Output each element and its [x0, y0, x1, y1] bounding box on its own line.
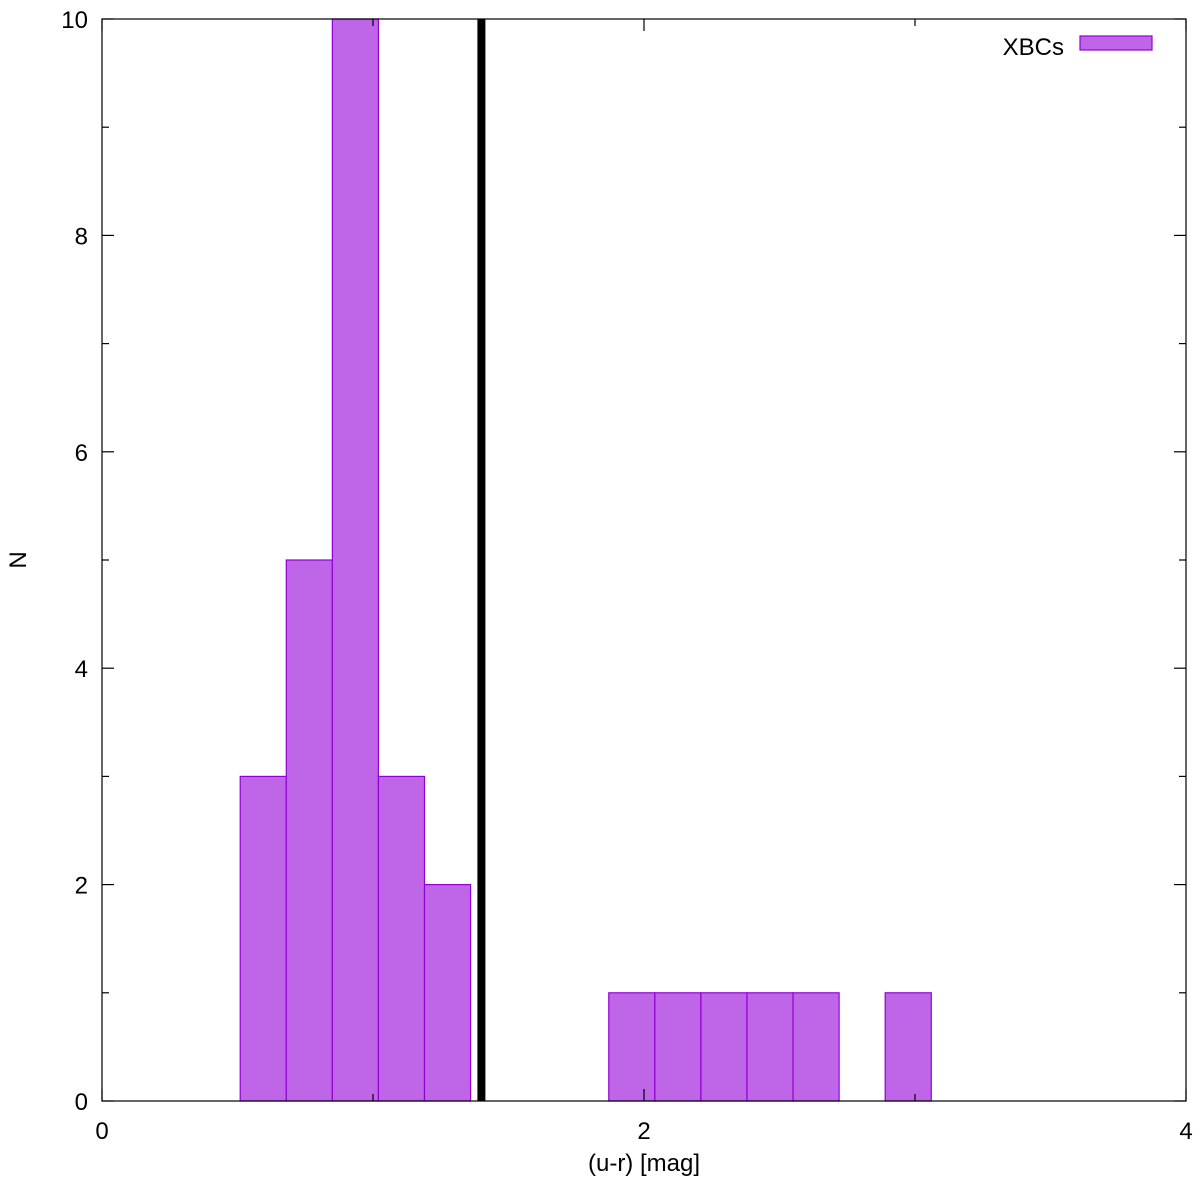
legend-swatch — [1079, 35, 1153, 51]
histogram-bar — [746, 992, 794, 1102]
y-tick-label: 4 — [75, 656, 88, 683]
histogram-bar — [239, 775, 287, 1102]
y-tick-label: 2 — [75, 873, 88, 900]
tick-labels-group: 0 2 4 6 8 10 0 2 4 — [61, 7, 1192, 1145]
y-axis-label: N — [5, 551, 32, 568]
y-tick-label: 0 — [75, 1089, 88, 1116]
histogram-bar — [285, 559, 333, 1102]
legend: XBCs — [1003, 34, 1153, 61]
histogram-bar — [700, 992, 748, 1102]
histogram-bar — [377, 775, 426, 1102]
ticks-group — [101, 18, 1187, 1102]
y-tick-label: 10 — [61, 7, 88, 34]
legend-label: XBCs — [1003, 34, 1064, 61]
y-tick-label: 6 — [75, 440, 88, 467]
x-tick-label: 2 — [637, 1118, 650, 1145]
x-axis-label: (u-r) [mag] — [588, 1150, 700, 1177]
x-tick-label: 0 — [95, 1118, 108, 1145]
histogram-bar — [654, 992, 702, 1102]
histogram-bar — [792, 992, 840, 1102]
bars-group — [239, 18, 932, 1102]
y-tick-label: 8 — [75, 223, 88, 250]
histogram-bar — [884, 992, 932, 1102]
histogram-bar — [608, 992, 656, 1102]
x-tick-label: 4 — [1179, 1118, 1192, 1145]
histogram-bar — [331, 18, 380, 1102]
histogram-bar — [423, 883, 472, 1102]
